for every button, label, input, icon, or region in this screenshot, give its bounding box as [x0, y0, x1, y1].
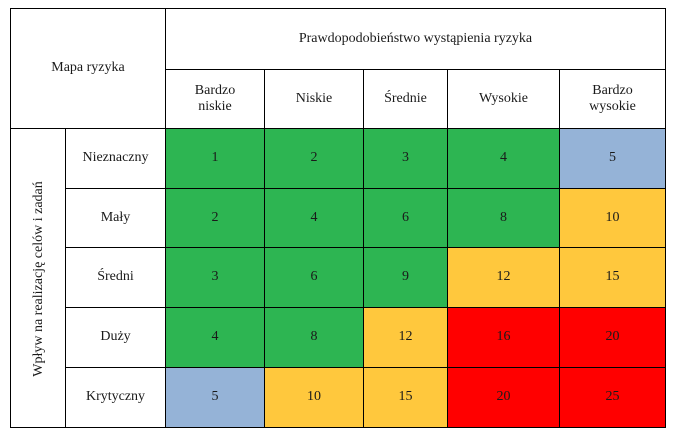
- probability-level-header: Wysokie: [448, 70, 560, 129]
- risk-score-cell: 1: [166, 129, 265, 189]
- impact-level-text: Średni: [97, 269, 134, 285]
- probability-level-label: Wysokie: [479, 90, 528, 106]
- risk-score-cell: 6: [364, 189, 448, 248]
- risk-score-cell: 5: [560, 129, 666, 189]
- probability-level-header: Niskie: [265, 70, 364, 129]
- risk-score-cell: 12: [448, 248, 560, 308]
- probability-level-header: Średnie: [364, 70, 448, 129]
- risk-score-cell: 8: [265, 308, 364, 368]
- impact-level-label: Krytyczny: [66, 368, 166, 428]
- risk-score-cell: 4: [265, 189, 364, 248]
- risk-score-cell: 2: [265, 129, 364, 189]
- probability-level-header: Bardzo niskie: [166, 70, 265, 129]
- risk-score-cell: 15: [560, 248, 666, 308]
- impact-level-label: Średni: [66, 248, 166, 308]
- probability-header-text: Prawdopodobieństwo wystąpienia ryzyka: [298, 30, 533, 46]
- probability-level-label: Bardzo wysokie: [589, 82, 636, 114]
- risk-score-cell: 8: [448, 189, 560, 248]
- impact-level-text: Mały: [100, 209, 131, 225]
- impact-header-text: Wpływ na realizację celów i zadań: [30, 181, 46, 377]
- impact-level-text: Nieznaczny: [82, 150, 149, 166]
- probability-level-header: Bardzo wysokie: [560, 70, 666, 129]
- risk-score-cell: 2: [166, 189, 265, 248]
- probability-level-label: Niskie: [295, 90, 333, 106]
- probability-header: Prawdopodobieństwo wystąpienia ryzyka: [166, 8, 666, 70]
- impact-level-text: Krytyczny: [85, 389, 146, 405]
- risk-score-cell: 16: [448, 308, 560, 368]
- risk-score-cell: 4: [166, 308, 265, 368]
- risk-score-cell: 9: [364, 248, 448, 308]
- risk-score-cell: 6: [265, 248, 364, 308]
- risk-score-cell: 10: [265, 368, 364, 428]
- probability-level-label: Średnie: [384, 90, 427, 106]
- impact-level-text: Duży: [100, 329, 131, 345]
- risk-score-cell: 4: [448, 129, 560, 189]
- impact-level-label: Mały: [66, 189, 166, 248]
- risk-score-cell: 15: [364, 368, 448, 428]
- risk-score-cell: 12: [364, 308, 448, 368]
- risk-score-cell: 20: [448, 368, 560, 428]
- risk-score-cell: 5: [166, 368, 265, 428]
- risk-score-cell: 25: [560, 368, 666, 428]
- impact-header: Wpływ na realizację celów i zadań: [10, 129, 66, 428]
- risk-score-cell: 10: [560, 189, 666, 248]
- risk-score-cell: 3: [364, 129, 448, 189]
- risk-score-cell: 3: [166, 248, 265, 308]
- probability-level-label: Bardzo niskie: [194, 82, 236, 114]
- risk-score-cell: 20: [560, 308, 666, 368]
- risk-map-title-text: Mapa ryzyka: [51, 60, 125, 76]
- impact-level-label: Duży: [66, 308, 166, 368]
- impact-level-label: Nieznaczny: [66, 129, 166, 189]
- risk-map-title: Mapa ryzyka: [10, 8, 166, 129]
